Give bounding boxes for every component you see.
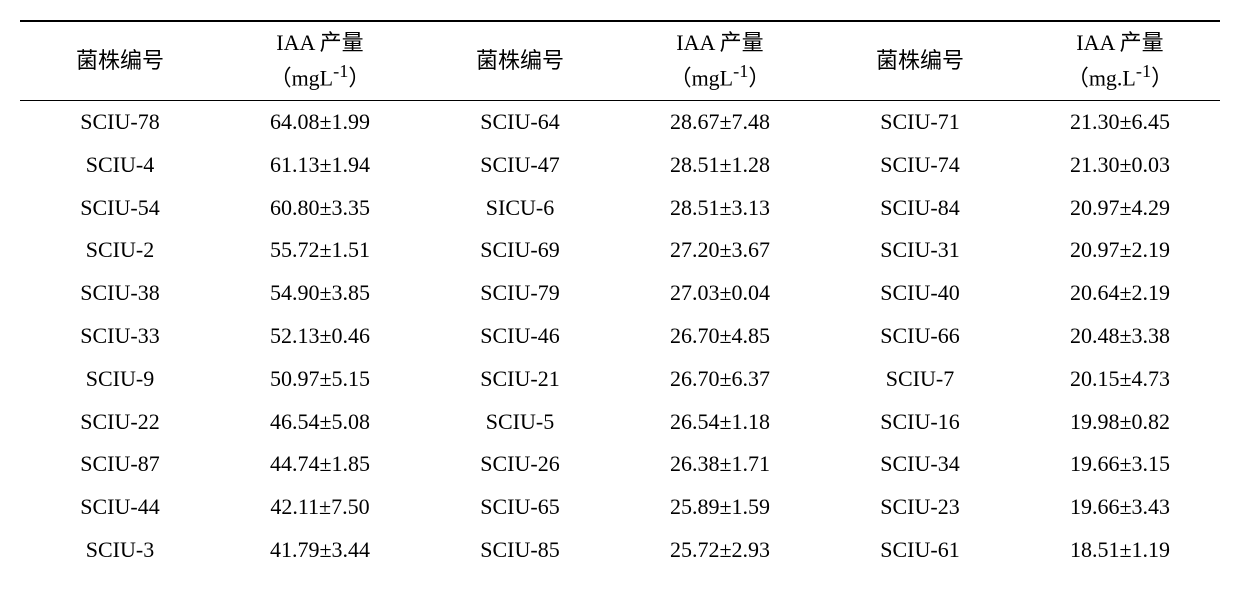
iaa-value-cell: 55.72±1.51	[220, 229, 420, 272]
iaa-value-cell: 28.67±7.48	[620, 100, 820, 143]
strain-id-cell: SCIU-69	[420, 229, 620, 272]
strain-id-cell: SCIU-87	[20, 443, 220, 486]
col-header-iaa-1: IAA 产量 （mgL-1）	[220, 21, 420, 100]
iaa-value-cell: 41.79±3.44	[220, 529, 420, 572]
strain-id-cell: SCIU-21	[420, 358, 620, 401]
iaa-value-cell: 26.70±6.37	[620, 358, 820, 401]
strain-id-cell: SCIU-38	[20, 272, 220, 315]
iaa-value-cell: 21.30±6.45	[1020, 100, 1220, 143]
strain-id-cell: SCIU-34	[820, 443, 1020, 486]
strain-id-cell: SCIU-2	[20, 229, 220, 272]
strain-id-cell: SCIU-31	[820, 229, 1020, 272]
strain-id-cell: SCIU-44	[20, 486, 220, 529]
strain-id-cell: SCIU-66	[820, 315, 1020, 358]
iaa-value-cell: 25.89±1.59	[620, 486, 820, 529]
iaa-value-cell: 44.74±1.85	[220, 443, 420, 486]
iaa-value-cell: 60.80±3.35	[220, 187, 420, 230]
strain-id-cell: SCIU-16	[820, 401, 1020, 444]
strain-id-cell: SCIU-9	[20, 358, 220, 401]
table-header-row: 菌株编号 IAA 产量 （mgL-1） 菌株编号 IAA 产量 （mgL-1） …	[20, 21, 1220, 100]
iaa-yield-table: 菌株编号 IAA 产量 （mgL-1） 菌株编号 IAA 产量 （mgL-1） …	[20, 20, 1220, 572]
strain-id-cell: SCIU-22	[20, 401, 220, 444]
strain-id-cell: SCIU-65	[420, 486, 620, 529]
strain-id-cell: SCIU-33	[20, 315, 220, 358]
table-body: SCIU-7864.08±1.99SCIU-6428.67±7.48SCIU-7…	[20, 100, 1220, 571]
iaa-value-cell: 21.30±0.03	[1020, 144, 1220, 187]
strain-id-cell: SCIU-71	[820, 100, 1020, 143]
iaa-value-cell: 61.13±1.94	[220, 144, 420, 187]
iaa-value-cell: 27.03±0.04	[620, 272, 820, 315]
iaa-value-cell: 26.38±1.71	[620, 443, 820, 486]
iaa-value-cell: 20.48±3.38	[1020, 315, 1220, 358]
iaa-value-cell: 52.13±0.46	[220, 315, 420, 358]
strain-id-cell: SCIU-47	[420, 144, 620, 187]
strain-id-cell: SCIU-3	[20, 529, 220, 572]
strain-id-cell: SCIU-74	[820, 144, 1020, 187]
iaa-value-cell: 19.98±0.82	[1020, 401, 1220, 444]
strain-id-cell: SCIU-61	[820, 529, 1020, 572]
iaa-value-cell: 20.15±4.73	[1020, 358, 1220, 401]
iaa-value-cell: 28.51±1.28	[620, 144, 820, 187]
col-header-iaa-3: IAA 产量 （mg.L-1）	[1020, 21, 1220, 100]
strain-id-cell: SCIU-84	[820, 187, 1020, 230]
table-row: SCIU-255.72±1.51SCIU-6927.20±3.67SCIU-31…	[20, 229, 1220, 272]
table-row: SCIU-2246.54±5.08SCIU-526.54±1.18SCIU-16…	[20, 401, 1220, 444]
iaa-value-cell: 19.66±3.15	[1020, 443, 1220, 486]
strain-id-cell: SCIU-78	[20, 100, 220, 143]
iaa-value-cell: 46.54±5.08	[220, 401, 420, 444]
strain-id-cell: SCIU-54	[20, 187, 220, 230]
strain-id-cell: SCIU-7	[820, 358, 1020, 401]
table-row: SCIU-5460.80±3.35SICU-628.51±3.13SCIU-84…	[20, 187, 1220, 230]
table-row: SCIU-8744.74±1.85SCIU-2626.38±1.71SCIU-3…	[20, 443, 1220, 486]
data-table: 菌株编号 IAA 产量 （mgL-1） 菌株编号 IAA 产量 （mgL-1） …	[20, 20, 1220, 572]
strain-id-cell: SCIU-26	[420, 443, 620, 486]
iaa-value-cell: 28.51±3.13	[620, 187, 820, 230]
strain-id-cell: SCIU-23	[820, 486, 1020, 529]
table-row: SCIU-3854.90±3.85SCIU-7927.03±0.04SCIU-4…	[20, 272, 1220, 315]
col-header-strain-3: 菌株编号	[820, 21, 1020, 100]
iaa-value-cell: 50.97±5.15	[220, 358, 420, 401]
table-row: SCIU-341.79±3.44SCIU-8525.72±2.93SCIU-61…	[20, 529, 1220, 572]
iaa-value-cell: 19.66±3.43	[1020, 486, 1220, 529]
iaa-value-cell: 20.64±2.19	[1020, 272, 1220, 315]
strain-id-cell: SCIU-79	[420, 272, 620, 315]
strain-id-cell: SCIU-46	[420, 315, 620, 358]
iaa-value-cell: 18.51±1.19	[1020, 529, 1220, 572]
iaa-value-cell: 64.08±1.99	[220, 100, 420, 143]
table-row: SCIU-7864.08±1.99SCIU-6428.67±7.48SCIU-7…	[20, 100, 1220, 143]
strain-id-cell: SCIU-85	[420, 529, 620, 572]
iaa-value-cell: 20.97±4.29	[1020, 187, 1220, 230]
iaa-value-cell: 42.11±7.50	[220, 486, 420, 529]
strain-id-cell: SCIU-5	[420, 401, 620, 444]
iaa-value-cell: 25.72±2.93	[620, 529, 820, 572]
iaa-value-cell: 54.90±3.85	[220, 272, 420, 315]
table-row: SCIU-4442.11±7.50SCIU-6525.89±1.59SCIU-2…	[20, 486, 1220, 529]
strain-id-cell: SICU-6	[420, 187, 620, 230]
table-row: SCIU-3352.13±0.46SCIU-4626.70±4.85SCIU-6…	[20, 315, 1220, 358]
col-header-strain-1: 菌株编号	[20, 21, 220, 100]
iaa-value-cell: 26.54±1.18	[620, 401, 820, 444]
strain-id-cell: SCIU-64	[420, 100, 620, 143]
table-row: SCIU-950.97±5.15SCIU-2126.70±6.37SCIU-72…	[20, 358, 1220, 401]
iaa-value-cell: 26.70±4.85	[620, 315, 820, 358]
iaa-value-cell: 20.97±2.19	[1020, 229, 1220, 272]
col-header-strain-2: 菌株编号	[420, 21, 620, 100]
strain-id-cell: SCIU-4	[20, 144, 220, 187]
col-header-iaa-2: IAA 产量 （mgL-1）	[620, 21, 820, 100]
iaa-value-cell: 27.20±3.67	[620, 229, 820, 272]
table-row: SCIU-461.13±1.94SCIU-4728.51±1.28SCIU-74…	[20, 144, 1220, 187]
strain-id-cell: SCIU-40	[820, 272, 1020, 315]
